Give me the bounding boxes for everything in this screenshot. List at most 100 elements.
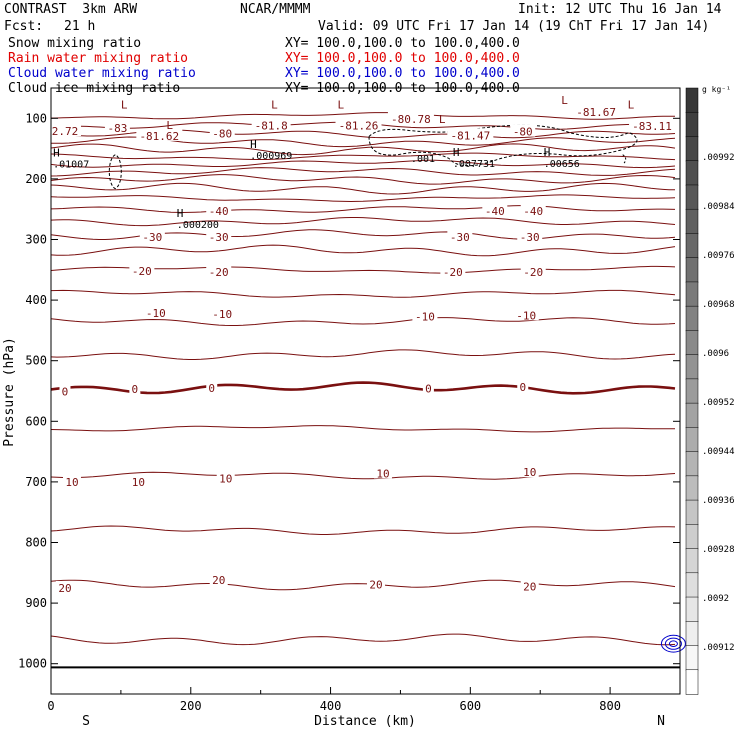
x-tick-label: 400	[320, 699, 342, 713]
extremum-mark: H	[53, 146, 60, 159]
cross-section-chart: .001 -83-81.62 -80-81.8 -81.26-80.78-81.47…	[0, 0, 740, 740]
colorbar-segment	[686, 621, 698, 646]
cloud-water-contour	[669, 641, 677, 647]
colorbar-label: .00984	[702, 202, 735, 212]
contour-label: 20	[58, 582, 71, 595]
x-tick-label: 800	[599, 699, 621, 713]
colorbar-unit: g kg⁻¹	[702, 85, 731, 94]
y-tick-label: 400	[25, 293, 47, 307]
colorbar-segment	[686, 670, 698, 695]
colorbar-segment	[686, 646, 698, 671]
isotherm-line	[51, 383, 675, 394]
colorbar-label: .00952	[702, 398, 735, 408]
plot-frame	[51, 88, 680, 694]
colorbar-segment	[686, 306, 698, 331]
contour-label: 20	[212, 574, 225, 587]
contour-label: -30	[142, 231, 162, 244]
y-tick-label: 700	[25, 475, 47, 489]
isotherm-line	[51, 580, 675, 590]
colorbar-segment	[686, 185, 698, 210]
colorbar-segment	[686, 282, 698, 307]
isotherm-line	[51, 175, 675, 185]
contour-label: -20	[443, 266, 463, 279]
colorbar-segment	[686, 452, 698, 477]
x-tick-label: 600	[459, 699, 481, 713]
contour-label: -80.78	[391, 113, 431, 126]
colorbar-segment	[686, 258, 698, 283]
extremum-value: .01007	[53, 159, 89, 170]
colorbar-segment	[686, 88, 698, 113]
extremum-mark: L	[166, 119, 173, 132]
isotherm-line	[51, 526, 675, 535]
contour-label: -10	[415, 310, 435, 323]
contour-label: 20	[369, 578, 382, 591]
contour-label: 10	[132, 476, 145, 489]
isotherm-lines	[51, 113, 680, 668]
extremum-mark: L	[271, 99, 278, 112]
contour-label: -81.47	[450, 129, 490, 142]
extremum-mark: H	[250, 138, 257, 151]
contour-label: -40	[523, 205, 543, 218]
colorbar-segment	[686, 549, 698, 574]
contour-label: -81.62	[139, 130, 179, 143]
y-tick-label: 100	[25, 111, 47, 125]
contour-label: -30	[520, 231, 540, 244]
x-tick-label: 0	[47, 699, 54, 713]
colorbar-label: .00992	[702, 153, 735, 163]
contour-label: 20	[523, 581, 536, 594]
contour-label: -81.26	[339, 120, 379, 133]
colorbar-segment	[686, 136, 698, 161]
contour-label: 0	[208, 382, 215, 395]
colorbar-segment	[686, 330, 698, 355]
contour-label: -10	[516, 309, 536, 322]
isotherm-line	[51, 290, 675, 297]
isotherm-line	[51, 183, 675, 194]
contour-label: 10	[65, 476, 78, 489]
extremum-value: .00656	[544, 159, 580, 170]
contour-label: -10	[146, 307, 166, 320]
colorbar-segment	[686, 597, 698, 622]
contour-label: -20	[209, 266, 229, 279]
contour-label: -40	[485, 205, 505, 218]
colorbar-segment	[686, 476, 698, 501]
contour-label: 10	[523, 466, 536, 479]
colorbar-segment	[686, 403, 698, 428]
y-tick-label: 1000	[18, 657, 47, 671]
colorbar-label: .00968	[702, 300, 735, 310]
x-end-label-south: S	[82, 714, 90, 729]
contour-label: 0	[132, 383, 139, 396]
colorbar-segment	[686, 379, 698, 404]
colorbar-label: .00928	[702, 545, 735, 555]
contour-label: -83.11	[632, 120, 672, 133]
y-tick-label: 800	[25, 536, 47, 550]
colorbar: g kg⁻¹.00992.00984.00976.00968.0096.0095…	[686, 85, 735, 695]
contour-label: 10	[376, 467, 389, 480]
y-tick-label: 900	[25, 596, 47, 610]
contour-label: 2.72	[52, 125, 79, 138]
isotherm-line	[51, 218, 675, 226]
contour-label: -20	[523, 266, 543, 279]
colorbar-label: .0092	[702, 594, 729, 604]
colorbar-segment	[686, 355, 698, 380]
isotherm-line	[51, 318, 675, 326]
colorbar-segment	[686, 573, 698, 598]
colorbar-segment	[686, 161, 698, 186]
colorbar-segment	[686, 112, 698, 137]
x-end-label-north: N	[657, 714, 665, 729]
colorbar-segment	[686, 500, 698, 525]
isotherm-line	[51, 350, 675, 360]
extremum-mark: H	[453, 146, 460, 159]
colorbar-segment	[686, 427, 698, 452]
snow-contour-label: .001	[411, 154, 435, 165]
colorbar-label: .00936	[702, 496, 735, 506]
contour-label: 10	[219, 472, 232, 485]
isotherm-line	[51, 195, 675, 202]
contour-label: -20	[132, 265, 152, 278]
extremum-mark: L	[561, 94, 568, 107]
cloud-water-contour	[665, 638, 681, 649]
y-axis-label: Pressure (hPa)	[2, 337, 17, 447]
y-tick-label: 300	[25, 233, 47, 247]
contour-label: -10	[212, 308, 232, 321]
contour-label: -80	[513, 126, 533, 139]
extremum-mark: L	[439, 113, 446, 126]
